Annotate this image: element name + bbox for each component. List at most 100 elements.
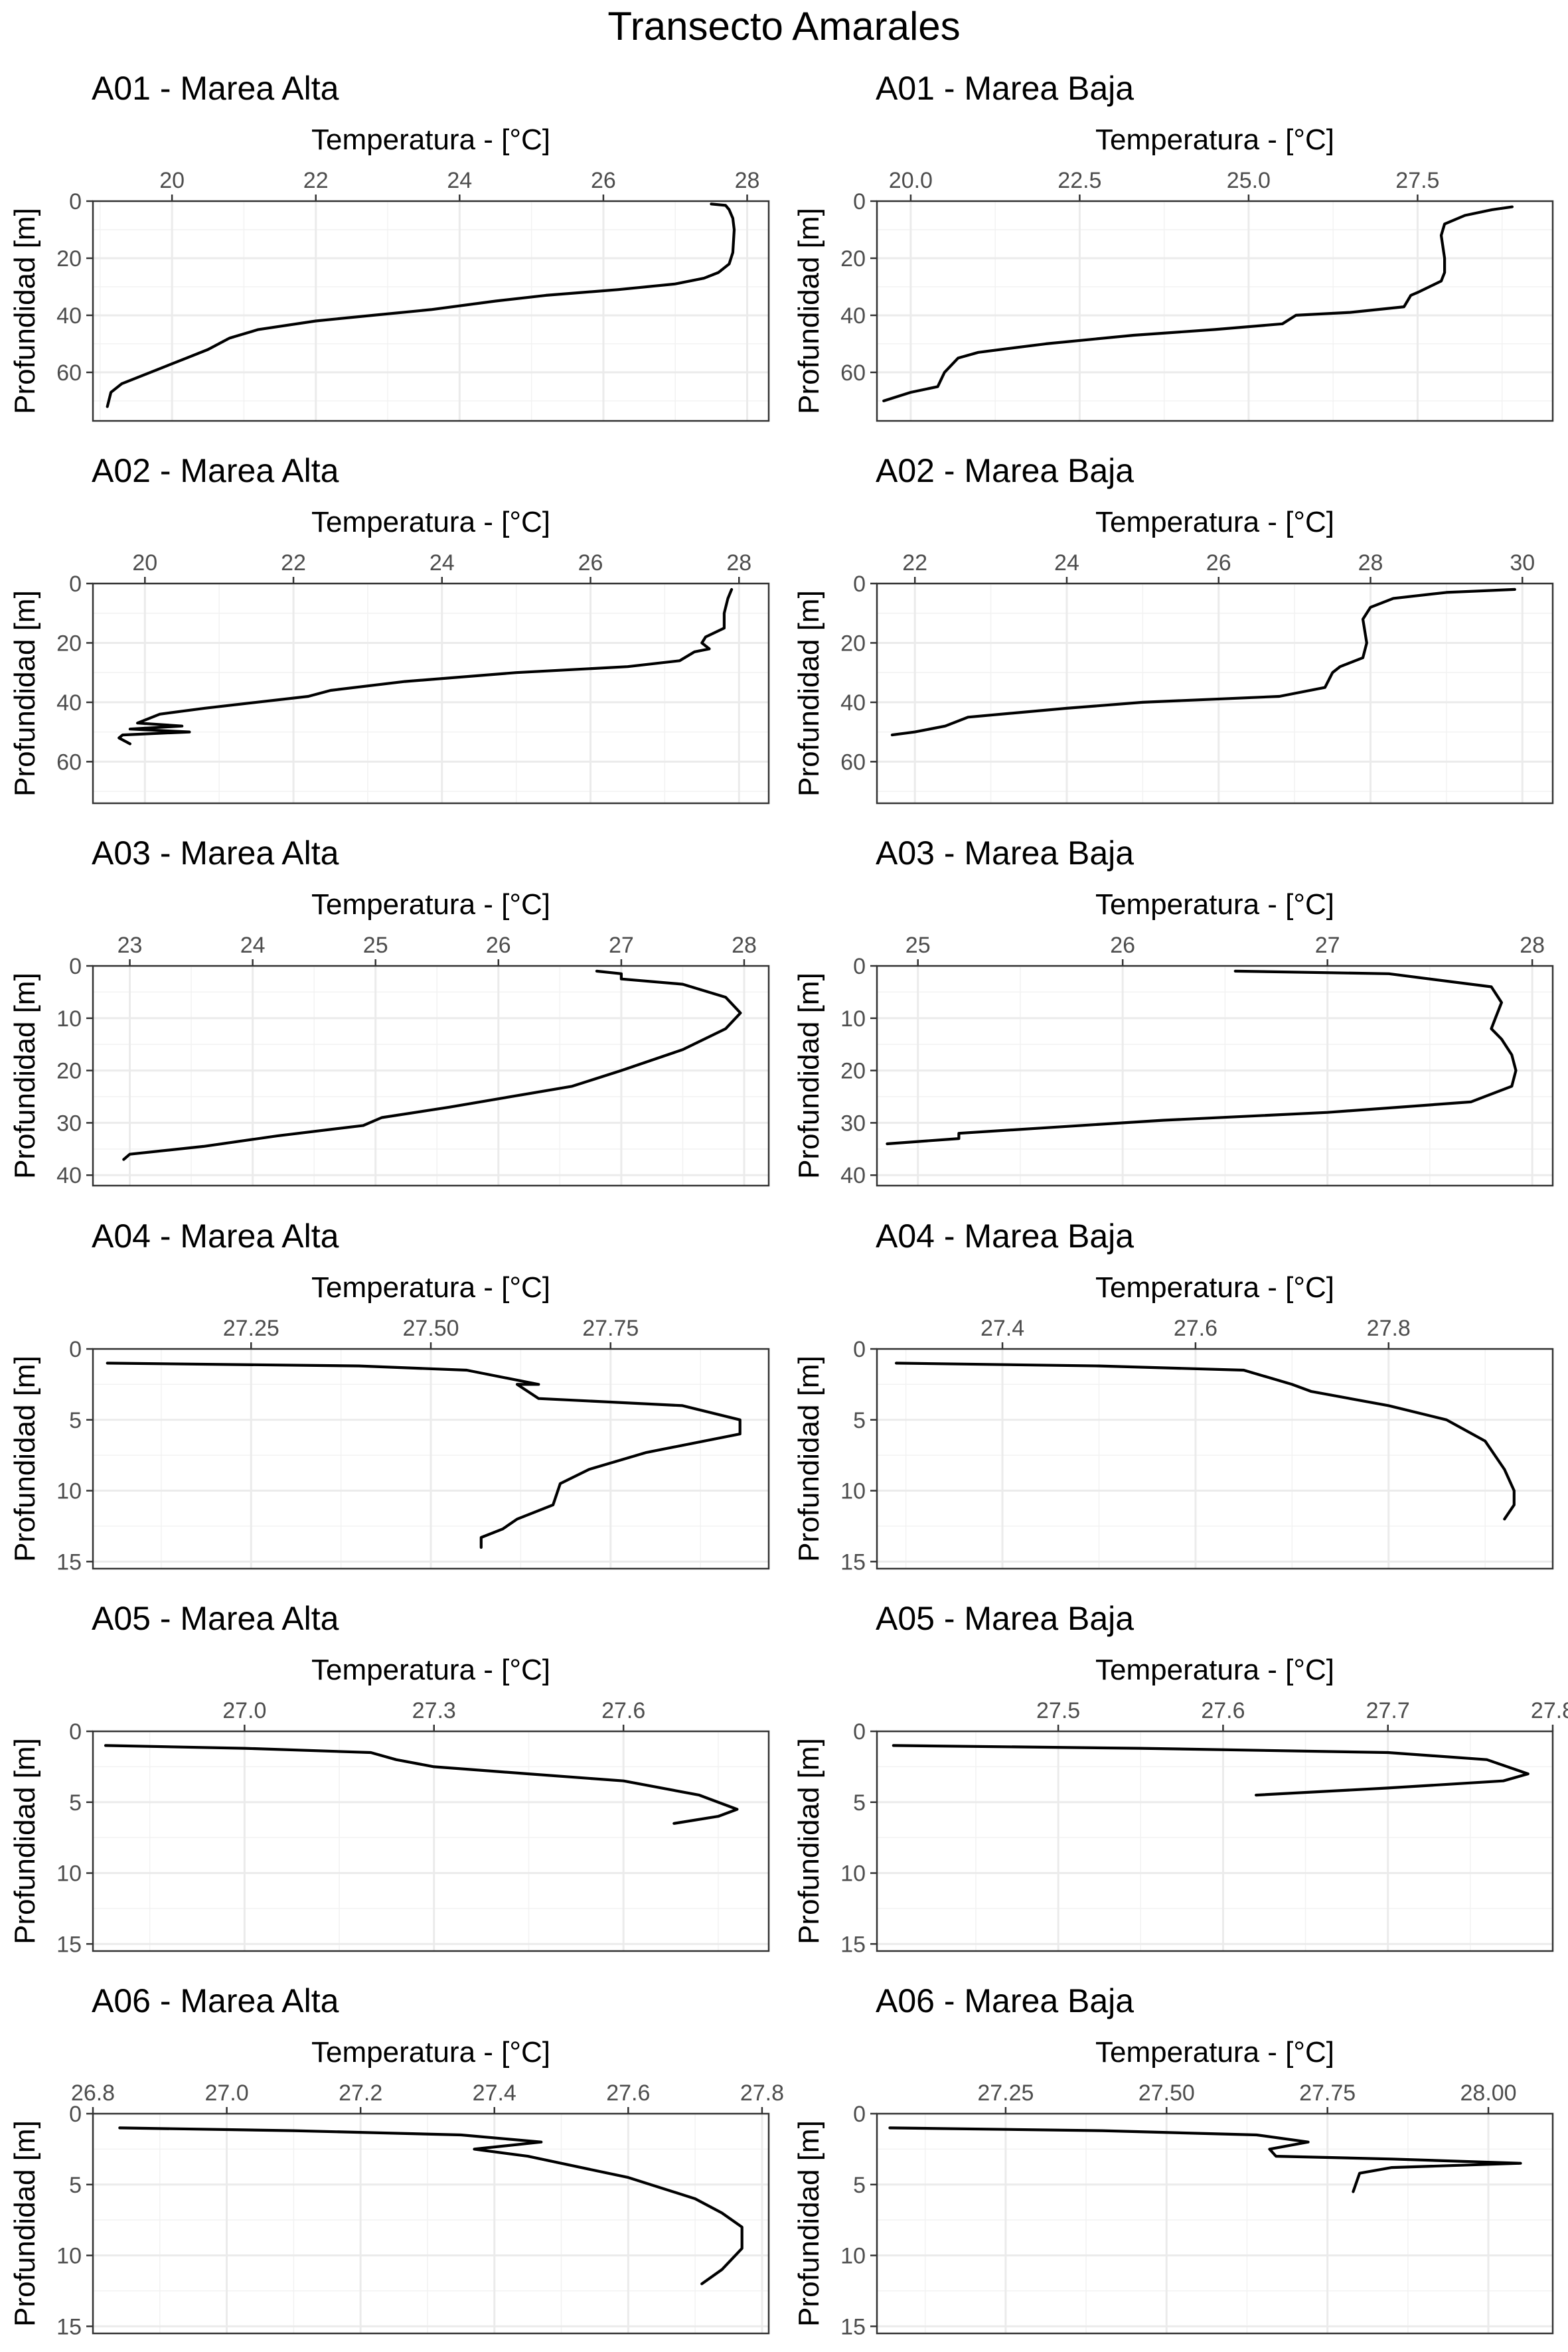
y-tick-label: 15 <box>56 1549 82 1575</box>
y-tick-label: 10 <box>56 1861 82 1887</box>
x-tick-label: 22 <box>281 550 306 576</box>
x-tick-label: 27 <box>1315 933 1340 958</box>
panels: A01 - Marea Alta Temperatura - [°C] Profun… <box>9 70 1568 2339</box>
y-tick-label: 40 <box>56 1163 82 1188</box>
gridlines <box>877 584 1553 803</box>
y-axis-label: Profundidad [m] <box>9 2120 41 2327</box>
x-tick-label: 27.6 <box>1174 1316 1217 1341</box>
y-axis-label: Profundidad [m] <box>9 208 41 414</box>
x-axis-label: Temperatura - [°C] <box>1095 506 1334 538</box>
x-tick-label: 27.4 <box>980 1316 1024 1341</box>
y-tick-label: 20 <box>56 1059 82 1084</box>
y-tick-label: 20 <box>56 246 82 272</box>
gridlines <box>93 966 769 1186</box>
gridlines <box>877 201 1553 421</box>
y-tick-label: 40 <box>56 690 82 716</box>
y-tick-label: 5 <box>853 2173 866 2198</box>
y-tick-label: 60 <box>840 360 866 386</box>
y-tick-label: 40 <box>840 1163 866 1188</box>
x-tick-label: 27.6 <box>1201 1698 1245 1723</box>
y-tick-label: 20 <box>840 1059 866 1084</box>
y-axis-label: Profundidad [m] <box>793 1738 825 1944</box>
x-tick-label: 27.8 <box>1531 1698 1568 1723</box>
y-tick-label: 15 <box>840 1932 866 1957</box>
x-tick-label: 27.8 <box>1367 1316 1411 1341</box>
x-tick-label: 27.0 <box>222 1698 266 1723</box>
y-axis-label: Profundidad [m] <box>793 2120 825 2327</box>
y-tick-label: 5 <box>853 1790 866 1816</box>
panel-border <box>876 582 1554 805</box>
panel-title: A02 - Marea Baja <box>876 452 1134 489</box>
panel-2: A01 - Marea Baja Temperatura - [°C] Profun… <box>793 70 1554 422</box>
series-line-perfil <box>882 205 1514 402</box>
y-tick-label: 5 <box>69 1408 82 1433</box>
y-tick-label: 60 <box>56 749 82 775</box>
gridlines <box>877 2114 1553 2333</box>
x-tick-label: 28 <box>1358 550 1383 576</box>
y-tick-label: 60 <box>840 749 866 775</box>
x-tick-label: 28 <box>726 550 751 576</box>
x-tick-label: 22.5 <box>1058 168 1101 193</box>
x-tick-label: 24 <box>240 933 266 958</box>
y-tick-label: 40 <box>840 303 866 329</box>
y-axis-label: Profundidad [m] <box>9 1356 41 1562</box>
series-line-perfil <box>118 2126 744 2286</box>
y-tick-label: 20 <box>840 631 866 656</box>
gridlines <box>93 2114 769 2333</box>
gridlines <box>93 201 769 421</box>
x-tick-label: 27.5 <box>1036 1698 1080 1723</box>
panel-10: A05 - Marea Baja Temperatura - [°C] Profun… <box>793 1600 1568 1957</box>
y-tick-label: 15 <box>840 2314 866 2339</box>
y-tick-label: 20 <box>56 631 82 656</box>
x-tick-label: 25.0 <box>1227 168 1271 193</box>
y-axis-label: Profundidad [m] <box>9 973 41 1179</box>
x-tick-label: 25 <box>363 933 388 958</box>
panel-title: A04 - Marea Baja <box>876 1217 1134 1255</box>
x-tick-label: 26 <box>1110 933 1135 958</box>
gridlines <box>877 966 1553 1186</box>
x-tick-label: 22 <box>303 168 329 193</box>
panel-border <box>876 1730 1554 1952</box>
x-tick-label: 23 <box>118 933 143 958</box>
x-tick-label: 27.5 <box>1395 168 1439 193</box>
y-tick-label: 0 <box>853 954 866 979</box>
y-tick-label: 5 <box>69 2173 82 2198</box>
panel-title: A03 - Marea Baja <box>876 834 1134 872</box>
y-tick-label: 15 <box>840 1549 866 1575</box>
y-tick-label: 0 <box>69 189 82 214</box>
panel-border <box>876 1348 1554 1570</box>
panel-9: A05 - Marea Alta Temperatura - [°C] Profun… <box>9 1600 770 1957</box>
y-axis-label: Profundidad [m] <box>793 208 825 414</box>
panel-border <box>876 965 1554 1187</box>
y-tick-label: 60 <box>56 360 82 386</box>
x-tick-label: 27 <box>609 933 634 958</box>
series-line-perfil <box>106 1362 742 1549</box>
x-tick-label: 27.0 <box>204 2080 248 2106</box>
gridlines <box>93 1349 769 1569</box>
figure-title: Transecto Amarales <box>607 4 960 48</box>
x-tick-label: 27.6 <box>606 2080 650 2106</box>
x-tick-label: 26 <box>1206 550 1231 576</box>
x-axis-label: Temperatura - [°C] <box>311 1271 550 1304</box>
x-axis-label: Temperatura - [°C] <box>1095 1271 1334 1304</box>
x-tick-label: 27.75 <box>1299 2080 1356 2106</box>
series-line-perfil <box>118 588 734 745</box>
panel-title: A01 - Marea Alta <box>92 70 339 107</box>
x-tick-label: 27.2 <box>339 2080 382 2106</box>
x-tick-label: 24 <box>430 550 455 576</box>
panel-1: A01 - Marea Alta Temperatura - [°C] Profun… <box>9 70 770 422</box>
x-tick-label: 26.8 <box>71 2080 115 2106</box>
y-tick-label: 10 <box>56 2244 82 2269</box>
y-axis-label: Profundidad [m] <box>793 590 825 797</box>
x-axis-label: Temperatura - [°C] <box>311 123 550 156</box>
series-line-perfil <box>892 1744 1529 1797</box>
y-tick-label: 0 <box>69 1337 82 1362</box>
x-tick-label: 27.4 <box>473 2080 516 2106</box>
panel-title: A02 - Marea Alta <box>92 452 339 489</box>
x-tick-label: 28 <box>1520 933 1545 958</box>
y-tick-label: 15 <box>56 1932 82 1957</box>
panel-border <box>876 200 1554 422</box>
x-axis-label: Temperatura - [°C] <box>311 506 550 538</box>
y-tick-label: 10 <box>840 1006 866 1032</box>
x-tick-label: 20.0 <box>889 168 933 193</box>
